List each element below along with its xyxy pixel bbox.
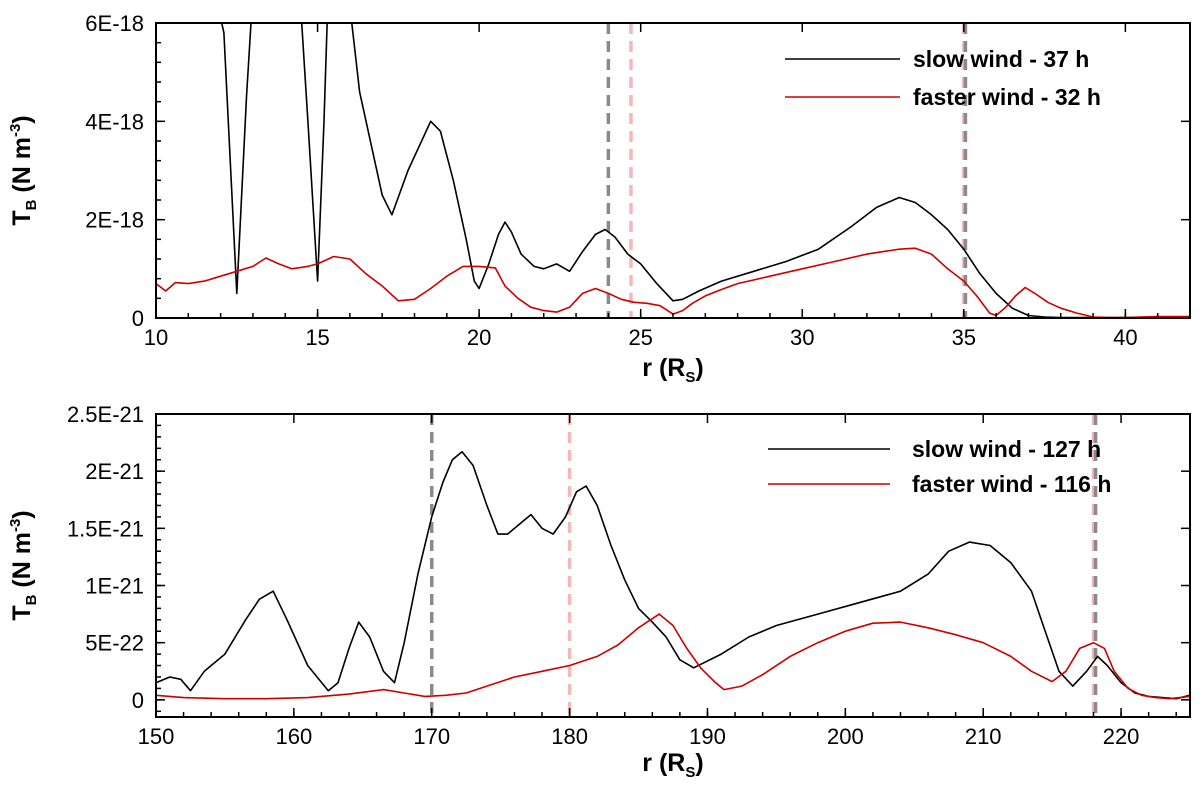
legend: slow wind - 127 h faster wind - 116 h [768,436,1111,497]
y-tick-label: 2.5E-21 [67,402,144,427]
series-faster-wind-line [156,247,1190,318]
x-tick-label: 220 [1103,724,1140,749]
y-axis-title: TB (N m-3) [7,510,40,620]
y-tick-label: 1.5E-21 [67,516,144,541]
series-faster-wind-line [156,613,1190,700]
panel-top: 10 15 20 25 30 35 40 0 2E-18 4E-18 6E-18 r (RS) TB (… [7,11,1191,386]
x-tick-label: 170 [413,724,450,749]
x-tick-label: 200 [827,724,864,749]
x-tick-label: 180 [551,724,588,749]
x-tick-label: 35 [952,325,976,350]
y-tick-label: 2E-21 [85,459,144,484]
x-tick-label: 25 [628,325,652,350]
x-tick-label: 210 [965,724,1002,749]
y-tick-label: 6E-18 [85,11,144,36]
axes-frame [155,413,1191,718]
x-tick-label: 20 [467,325,491,350]
x-tick-label: 160 [276,724,313,749]
legend-label: slow wind - 127 h [912,436,1101,462]
y-axis-title: TB (N m-3) [7,115,40,225]
x-axis-title: r (RS) [642,354,703,386]
series-slow-wind-line [156,450,1190,700]
y-tick-label: 5E-22 [85,631,144,656]
y-tick-label: 0 [132,688,144,713]
legend: slow wind - 37 h faster wind - 32 h [785,46,1101,110]
y-tick-label: 0 [132,306,144,331]
x-tick-label: 15 [305,325,329,350]
x-tick-label: 40 [1113,325,1137,350]
series-slow-wind-line [220,23,1190,318]
x-axis-title: r (RS) [642,749,703,781]
x-tick-label: 30 [790,325,814,350]
x-tick-label: 190 [689,724,726,749]
legend-label: faster wind - 32 h [913,84,1101,110]
x-tick-label: 10 [144,325,168,350]
y-tick-label: 2E-18 [85,208,144,233]
panel-bottom: 150 160 170 180 190 200 210 220 0 5E-22 1E-21 1.5E-… [7,402,1191,781]
x-tick-label: 150 [138,724,175,749]
y-tick-label: 1E-21 [85,574,144,599]
plot-area [156,23,1190,318]
legend-label: slow wind - 37 h [913,46,1089,72]
legend-label: faster wind - 116 h [912,471,1111,497]
y-tick-label: 4E-18 [85,109,144,134]
plot-area [156,414,1190,717]
